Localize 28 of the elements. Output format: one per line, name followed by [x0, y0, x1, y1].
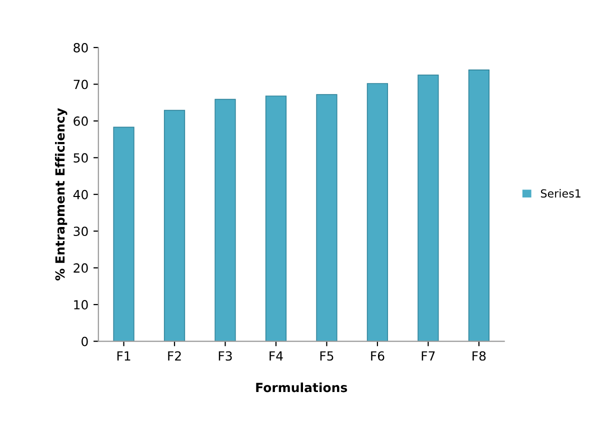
y-tick-label: 50 — [74, 153, 88, 163]
x-tick-label: F1 — [117, 351, 130, 360]
y-tick-label: 0 — [82, 336, 88, 346]
y-tick-label: 10 — [74, 300, 88, 310]
bar — [164, 110, 186, 342]
bar — [366, 83, 388, 342]
bar — [214, 98, 236, 342]
legend-label: Series1 — [540, 189, 580, 198]
y-tick-label: 80 — [74, 42, 88, 52]
bar — [265, 96, 287, 342]
x-tick-label: F5 — [320, 351, 334, 361]
y-tick-label: 40 — [73, 190, 88, 200]
y-tick-label: 60 — [74, 116, 88, 126]
bar — [316, 94, 338, 342]
x-tick-label: F8 — [472, 351, 486, 361]
bar — [113, 126, 134, 342]
bar — [418, 74, 439, 342]
x-tick-label: F6 — [371, 351, 384, 361]
x-axis-title: Formulations — [256, 382, 348, 392]
bar — [468, 70, 490, 342]
y-tick-label: 70 — [74, 80, 88, 90]
x-tick-label: F4 — [270, 351, 283, 360]
x-tick-label: F7 — [422, 351, 435, 360]
y-tick-label: 30 — [74, 226, 88, 236]
x-tick-label: F3 — [218, 351, 232, 361]
y-tick-label: 20 — [74, 263, 88, 273]
x-tick-label: F2 — [168, 351, 181, 360]
y-axis-title: % Entrapment Efficiency — [55, 108, 68, 280]
